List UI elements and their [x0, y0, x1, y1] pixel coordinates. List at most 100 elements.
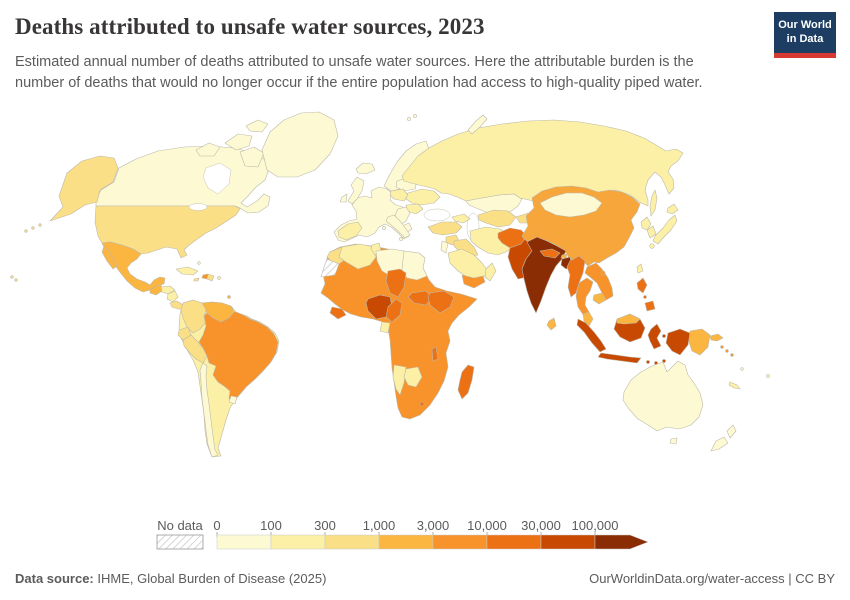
country-south-korea[interactable]	[646, 225, 657, 239]
country-canada[interactable]	[95, 145, 271, 214]
country-south-sudan[interactable]	[407, 290, 433, 306]
country-cameroon[interactable]	[385, 298, 403, 323]
country-indonesia-java[interactable]	[597, 352, 642, 364]
country-honduras[interactable]	[160, 285, 176, 295]
trinidad[interactable]	[227, 295, 231, 299]
new-caledonia[interactable]	[728, 381, 741, 390]
philippines-visayas[interactable]	[643, 295, 647, 299]
region-laos-vietnam[interactable]	[584, 262, 614, 301]
legend-no-data-swatch[interactable]	[156, 534, 204, 550]
country-lesotho[interactable]	[419, 401, 425, 407]
moluccas-1[interactable]	[662, 334, 666, 338]
country-oman[interactable]	[484, 262, 497, 282]
country-thailand[interactable]	[575, 277, 594, 317]
country-colombia[interactable]	[180, 299, 208, 334]
legend-bin-0-100[interactable]	[216, 534, 272, 550]
country-canada-arctic-2[interactable]	[224, 133, 253, 151]
country-australia[interactable]	[622, 360, 704, 432]
country-iceland[interactable]	[355, 162, 376, 175]
solomon-1[interactable]	[720, 345, 724, 349]
country-jamaica[interactable]	[193, 277, 200, 282]
country-canada-arctic-1[interactable]	[195, 142, 221, 157]
puerto-rico[interactable]	[217, 276, 221, 280]
tasmania[interactable]	[669, 437, 678, 445]
new-britain[interactable]	[709, 333, 724, 342]
country-japan-honshu[interactable]	[652, 214, 678, 245]
svalbard-1[interactable]	[407, 117, 411, 121]
country-taiwan[interactable]	[636, 263, 644, 274]
region-caucasus[interactable]	[451, 213, 471, 224]
country-dominican-republic[interactable]	[206, 273, 215, 282]
region-sierra-leone-liberia[interactable]	[329, 306, 347, 320]
country-japan-hokkaido[interactable]	[666, 203, 679, 215]
country-botswana[interactable]	[403, 366, 423, 388]
legend-bin-1000-3000[interactable]	[378, 534, 434, 550]
country-papua-new-guinea[interactable]	[688, 328, 711, 356]
country-yemen[interactable]	[461, 274, 486, 289]
country-usa-alaska[interactable]	[49, 155, 119, 222]
country-poland[interactable]	[389, 188, 409, 202]
legend-bin-3000-10000[interactable]	[432, 534, 488, 550]
sardinia[interactable]	[382, 226, 386, 230]
hainan[interactable]	[600, 270, 606, 276]
country-canada-arctic-3[interactable]	[245, 119, 269, 133]
country-gabon[interactable]	[379, 321, 391, 334]
country-indonesia-sulawesi[interactable]	[647, 323, 662, 350]
fiji[interactable]	[766, 374, 770, 378]
region-uzbekistan-turkmenistan[interactable]	[477, 209, 517, 228]
aleutian-island-3[interactable]	[24, 229, 28, 233]
country-new-zealand-south[interactable]	[710, 436, 729, 452]
region-west-papua[interactable]	[665, 328, 691, 356]
solomon-2[interactable]	[725, 349, 729, 353]
country-spain[interactable]	[337, 221, 363, 241]
country-madagascar[interactable]	[457, 364, 475, 400]
country-turkey[interactable]	[427, 221, 463, 236]
country-indonesia-sumatra[interactable]	[576, 318, 607, 353]
legend-bin-100-300[interactable]	[270, 534, 326, 550]
legend-bin-300-1000[interactable]	[324, 534, 380, 550]
hawaii-2[interactable]	[14, 278, 18, 282]
country-uk[interactable]	[347, 176, 365, 205]
country-new-zealand-north[interactable]	[726, 424, 737, 439]
svalbard-2[interactable]	[413, 114, 417, 118]
legend-bin-30000-100000[interactable]	[540, 534, 596, 550]
country-nepal[interactable]	[539, 248, 561, 259]
legend-bin-over-100000[interactable]	[594, 534, 649, 550]
country-cuba[interactable]	[175, 266, 199, 276]
country-philippines-luzon[interactable]	[636, 277, 648, 294]
country-algeria[interactable]	[338, 243, 377, 270]
country-mexico-baja[interactable]	[101, 245, 118, 270]
country-peru[interactable]	[182, 334, 208, 364]
country-egypt[interactable]	[401, 250, 428, 281]
country-italy[interactable]	[385, 214, 411, 239]
country-chile[interactable]	[199, 362, 219, 458]
aleutian-island-2[interactable]	[31, 226, 35, 230]
country-ethiopia[interactable]	[427, 290, 455, 314]
aleutian-island-1[interactable]	[38, 223, 42, 227]
country-north-korea[interactable]	[640, 216, 652, 231]
license-link[interactable]: OurWorldinData.org/water-access | CC BY	[589, 571, 835, 586]
country-saudi-arabia[interactable]	[447, 248, 489, 280]
country-philippines-mindanao[interactable]	[644, 300, 656, 312]
country-russia[interactable]	[401, 119, 684, 207]
country-chad[interactable]	[385, 268, 407, 298]
region-malaysia-borneo[interactable]	[616, 313, 641, 325]
country-japan-kyushu[interactable]	[649, 243, 655, 249]
country-ireland[interactable]	[339, 193, 348, 203]
country-mexico[interactable]	[101, 241, 166, 293]
country-greenland[interactable]	[261, 111, 339, 178]
region-western-sahara-nodata[interactable]	[320, 258, 340, 278]
country-cambodia[interactable]	[592, 292, 607, 305]
country-sri-lanka[interactable]	[546, 317, 557, 331]
country-uruguay[interactable]	[228, 395, 238, 405]
country-namibia[interactable]	[392, 364, 407, 396]
country-nicaragua[interactable]	[166, 290, 179, 303]
solomon-3[interactable]	[730, 353, 734, 357]
novaya-zemlya[interactable]	[467, 114, 488, 135]
country-kazakhstan[interactable]	[465, 193, 523, 215]
country-canada-baffin[interactable]	[239, 146, 265, 168]
sicily[interactable]	[399, 237, 403, 241]
country-mongolia[interactable]	[539, 192, 603, 218]
country-malawi[interactable]	[431, 346, 439, 362]
region-israel-jordan[interactable]	[440, 240, 449, 254]
